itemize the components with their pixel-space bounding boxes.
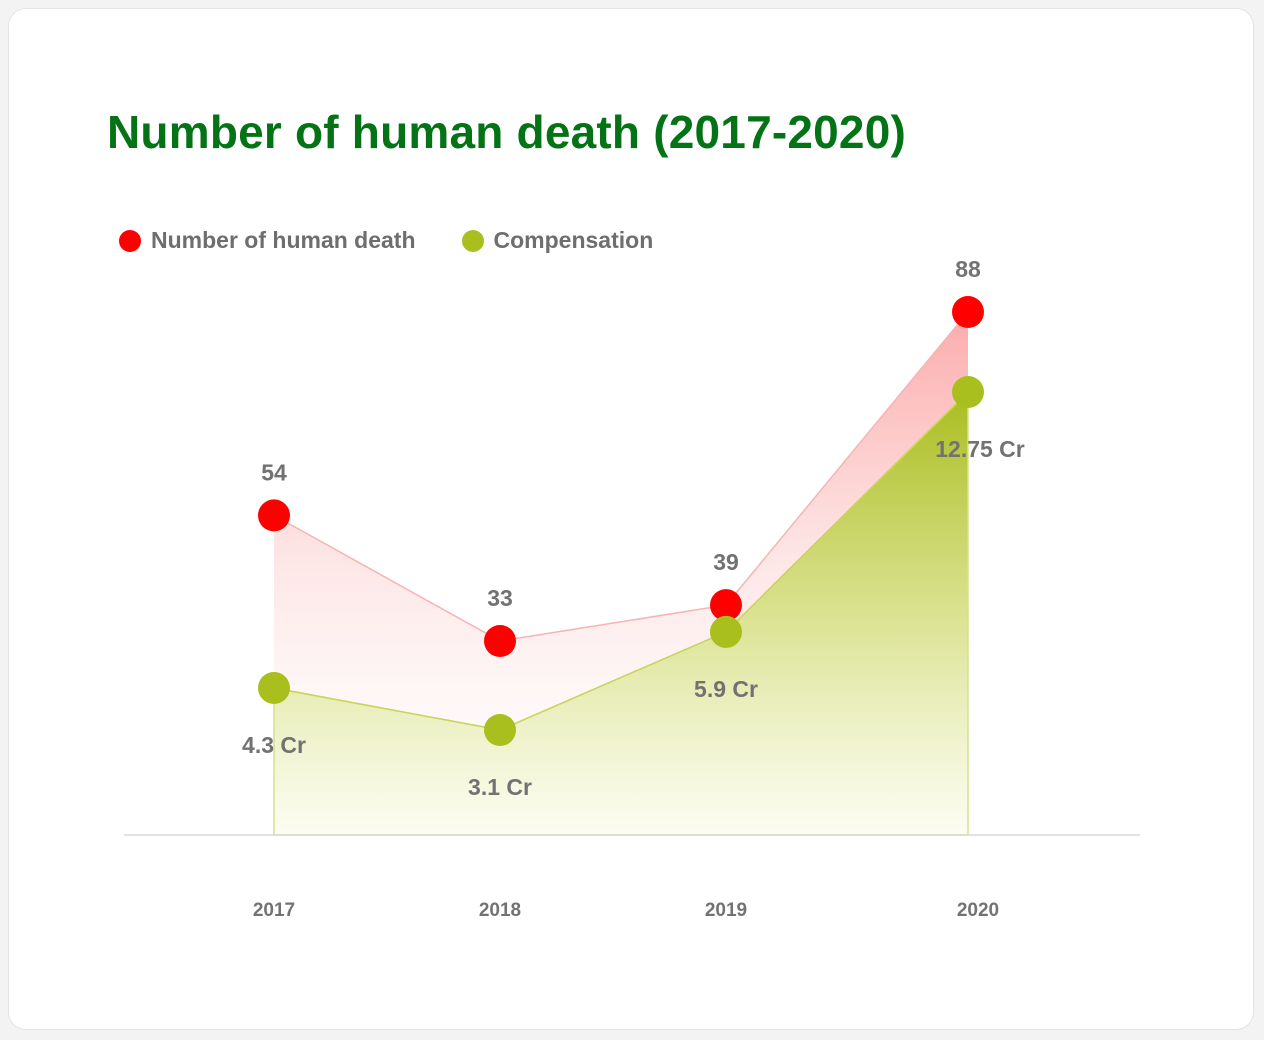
compensation-point	[952, 376, 984, 408]
x-tick-label: 2019	[705, 900, 747, 921]
compensation-data-label: 3.1 Cr	[468, 774, 532, 800]
legend: Number of human death Compensation	[119, 227, 699, 254]
compensation-point	[484, 714, 516, 746]
compensation-data-label: 12.75 Cr	[935, 436, 1025, 462]
compensation-data-label: 5.9 Cr	[694, 676, 758, 702]
chart-card: Number of human death (2017-2020) Number…	[8, 8, 1254, 1030]
compensation-line	[273, 391, 969, 731]
x-tick-label: 2018	[479, 900, 521, 921]
deaths-area	[274, 312, 968, 730]
legend-marker-compensation	[461, 229, 484, 252]
deaths-data-label: 33	[487, 585, 513, 611]
compensation-data-label: 4.3 Cr	[242, 732, 306, 758]
legend-label-compensation: Compensation	[493, 227, 654, 253]
legend-item-deaths: Number of human death	[119, 227, 416, 254]
deaths-point	[710, 589, 742, 622]
deaths-data-label: 88	[955, 256, 981, 282]
compensation-point	[258, 671, 290, 704]
chart-title: Number of human death (2017-2020)	[107, 106, 907, 158]
legend-item-compensation: Compensation	[461, 227, 654, 254]
deaths-point	[952, 296, 984, 328]
legend-label-deaths: Number of human death	[151, 227, 416, 253]
deaths-point	[258, 499, 290, 532]
compensation-point	[710, 615, 742, 648]
deaths-point	[484, 625, 516, 657]
x-tick-label: 2020	[957, 900, 999, 921]
x-tick-label: 2017	[253, 900, 295, 921]
legend-marker-deaths	[119, 229, 141, 252]
deaths-data-label: 39	[713, 549, 739, 575]
deaths-data-label: 54	[261, 459, 287, 485]
deaths-line	[273, 311, 969, 642]
